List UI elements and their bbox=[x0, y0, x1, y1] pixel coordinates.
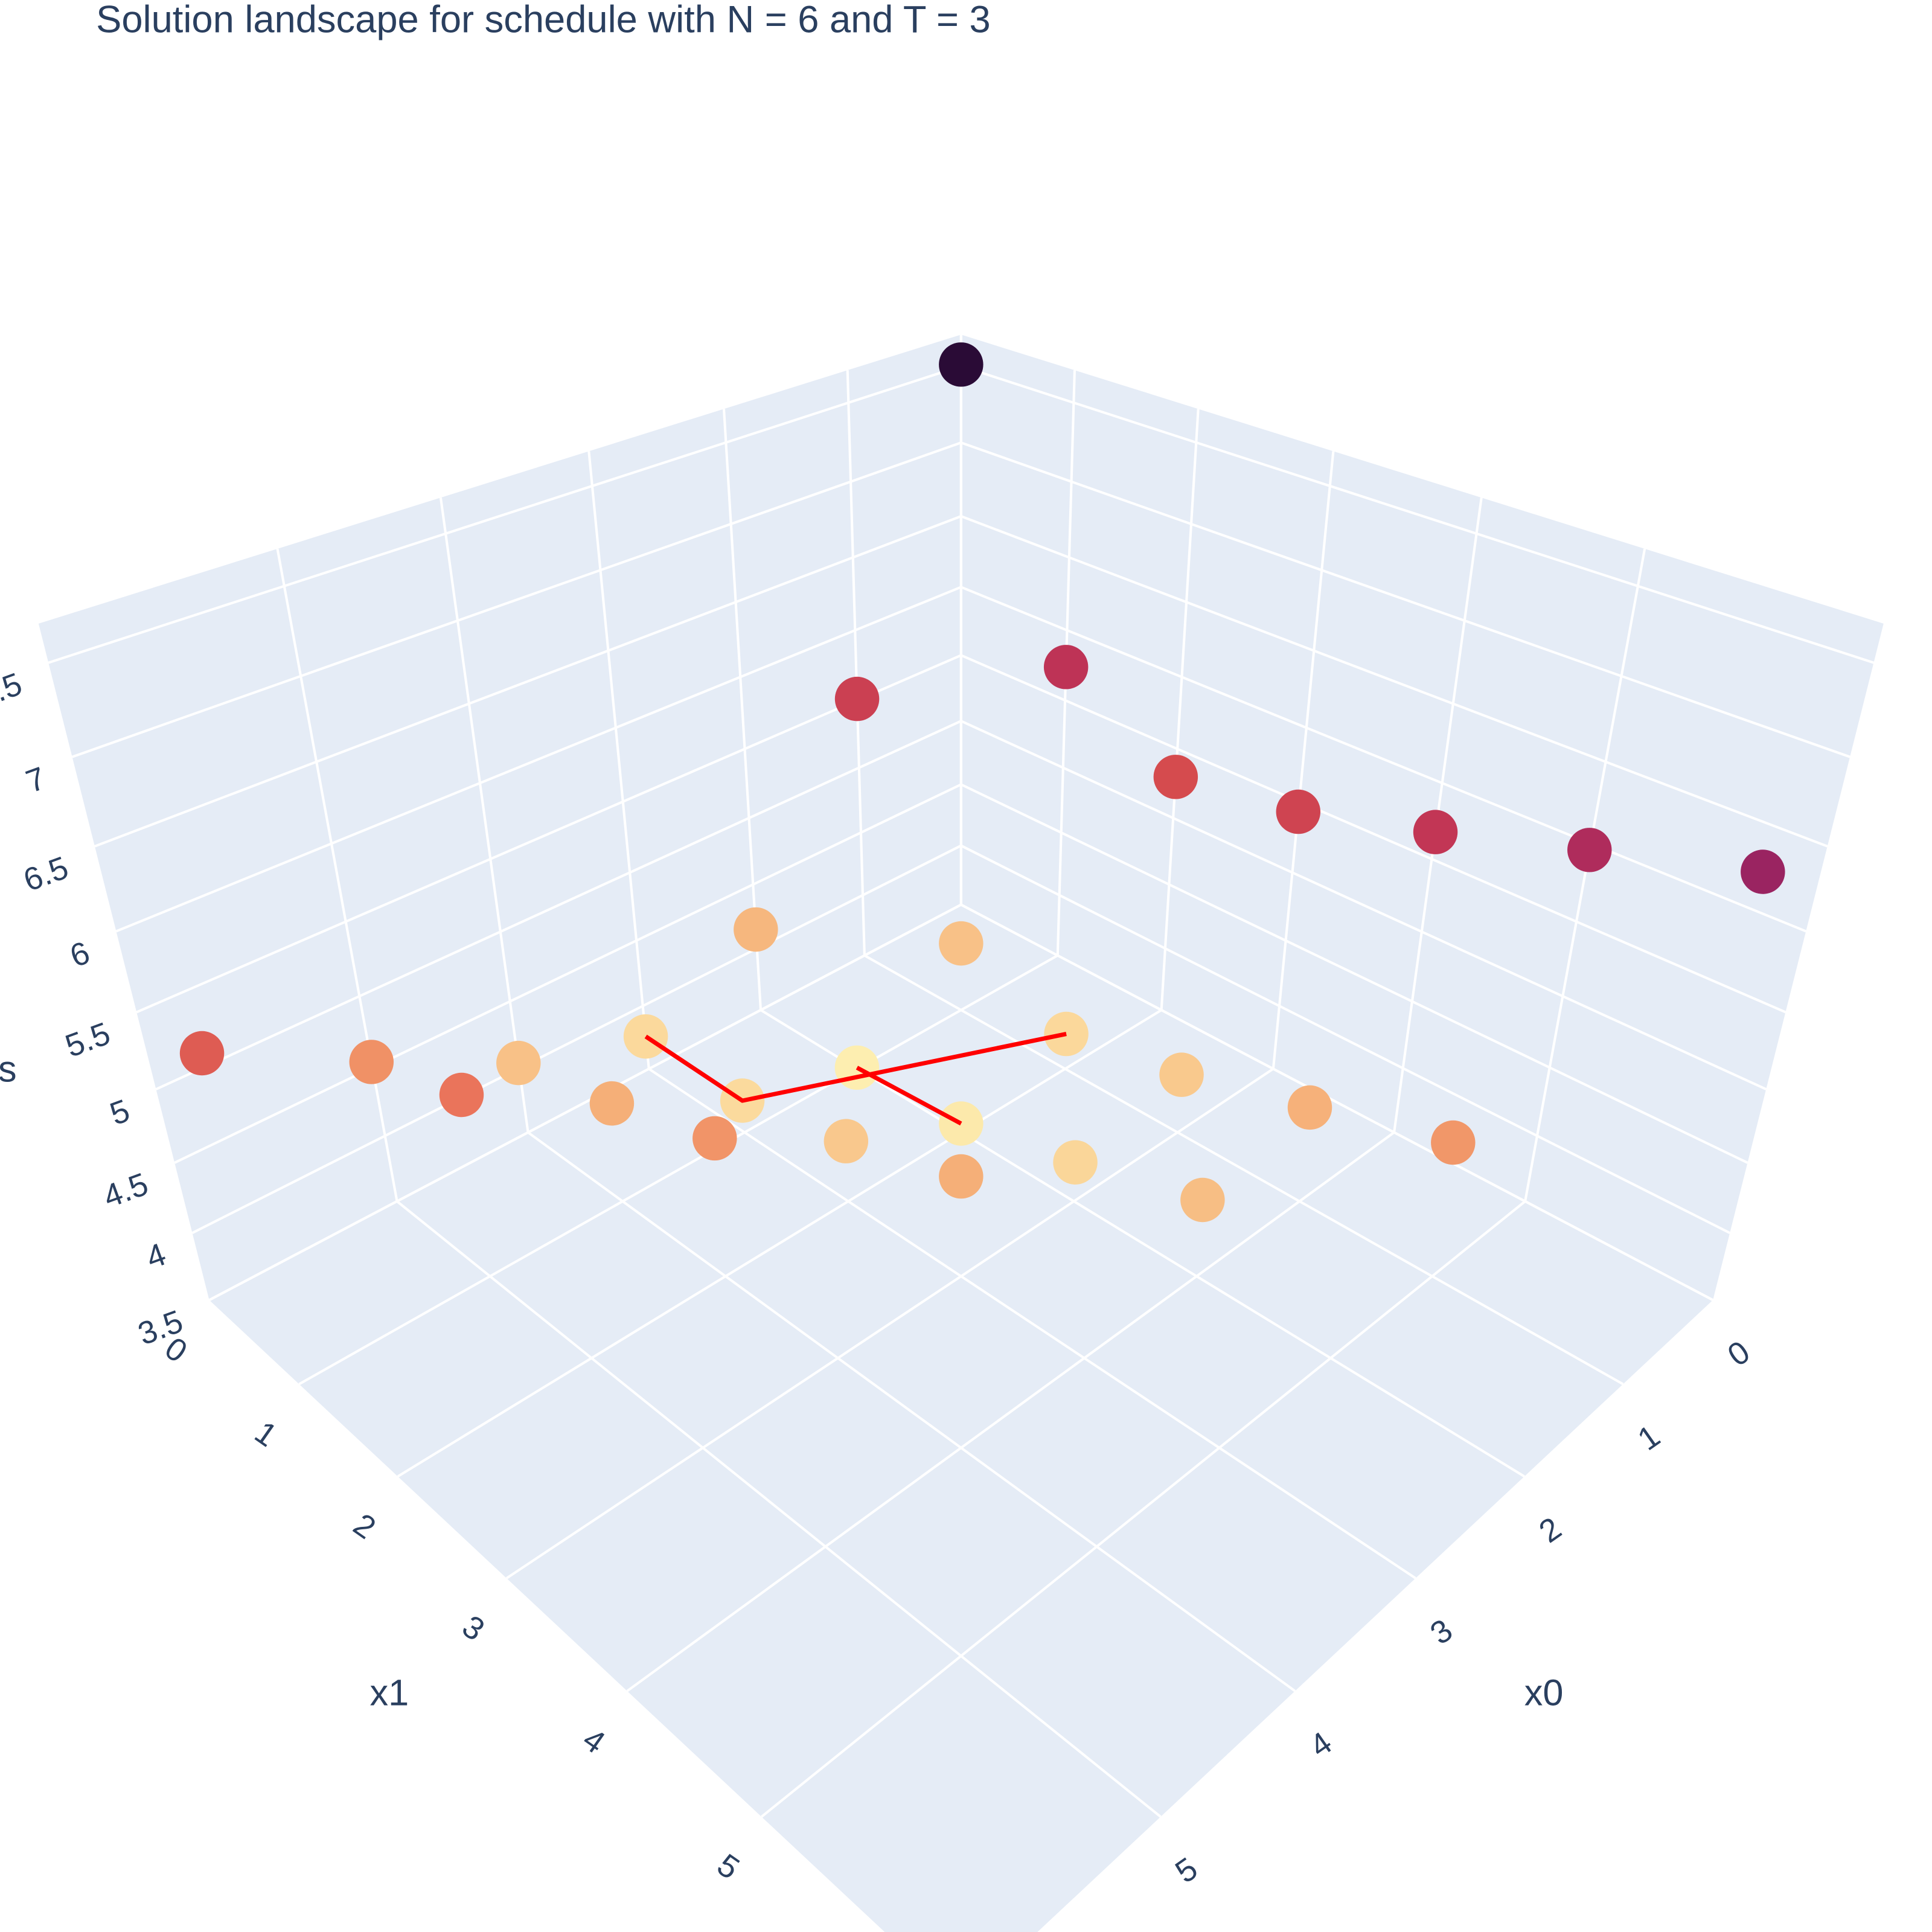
z-tick-label: 7.5 bbox=[0, 666, 27, 715]
x0-tick-label: 1 bbox=[1631, 1418, 1666, 1457]
x0-axis-title: x0 bbox=[1524, 1672, 1564, 1713]
x1-grid-line bbox=[1160, 409, 1200, 1011]
x0-grid-line bbox=[587, 451, 650, 1069]
x0-grid-line bbox=[863, 954, 1624, 1386]
x1-grid-line bbox=[397, 1009, 1162, 1478]
x0-grid-line bbox=[439, 497, 529, 1133]
z-tick-label: 6 bbox=[65, 935, 94, 974]
z-tick-label: 6.5 bbox=[19, 850, 72, 899]
data-point bbox=[623, 1014, 668, 1059]
x1-tick-label: 5 bbox=[711, 1847, 746, 1886]
data-point bbox=[1159, 1052, 1204, 1097]
z-grid-line bbox=[48, 365, 962, 664]
x0-grid-line bbox=[648, 1067, 1416, 1579]
x1-axis-title: x1 bbox=[370, 1672, 409, 1713]
data-point bbox=[1287, 1085, 1332, 1130]
data-point bbox=[834, 1045, 880, 1090]
x1-grid-line bbox=[298, 954, 1058, 1386]
chart-title: Solution landscape for schedule with N =… bbox=[96, 0, 991, 40]
x1-grid-line bbox=[1524, 548, 1646, 1202]
x0-tick-label: 0 bbox=[1721, 1334, 1756, 1374]
data-point bbox=[589, 1081, 635, 1126]
z-grid-line bbox=[961, 515, 1828, 848]
z-grid-line bbox=[71, 441, 962, 758]
x1-grid-line bbox=[626, 1131, 1395, 1692]
z-grid-line bbox=[961, 654, 1786, 1014]
z-axis-title: s bbox=[0, 1049, 17, 1090]
z-grid-line bbox=[208, 903, 962, 1302]
x1-tick-label: 2 bbox=[347, 1507, 382, 1546]
z-grid-line bbox=[960, 844, 1731, 1234]
data-point bbox=[349, 1040, 394, 1084]
x1-tick-label: 4 bbox=[577, 1721, 612, 1761]
z-tick-label: 5 bbox=[106, 1093, 135, 1133]
x1-tick-label: 3 bbox=[456, 1608, 491, 1648]
z-grid-line bbox=[94, 515, 962, 848]
x0-grid-line bbox=[760, 1009, 1525, 1478]
data-point bbox=[693, 1116, 737, 1161]
z-grid-line bbox=[961, 586, 1807, 933]
data-point bbox=[1153, 755, 1198, 799]
data-point bbox=[1053, 1140, 1098, 1185]
data-point bbox=[496, 1040, 541, 1086]
x0-grid-line bbox=[846, 370, 866, 956]
data-point bbox=[1413, 810, 1458, 854]
data-point bbox=[1567, 828, 1612, 872]
x1-grid-line bbox=[1271, 451, 1335, 1069]
data-point bbox=[1431, 1120, 1476, 1165]
data-point bbox=[179, 1031, 225, 1076]
z-tick-label: 7 bbox=[22, 760, 51, 800]
data-point bbox=[1180, 1177, 1225, 1223]
x0-grid-line bbox=[276, 548, 398, 1202]
z-grid-line bbox=[136, 654, 962, 1014]
data-point bbox=[734, 907, 778, 952]
data-point bbox=[1276, 789, 1321, 834]
grid-layer bbox=[48, 334, 1875, 1818]
data-point bbox=[834, 676, 880, 721]
floor-plane bbox=[209, 904, 1713, 1932]
x1-grid-line bbox=[761, 1200, 1526, 1818]
data-point bbox=[939, 921, 984, 966]
x0-tick-label: 3 bbox=[1424, 1612, 1459, 1651]
z-grid-line bbox=[191, 844, 962, 1234]
z-grid-line bbox=[960, 720, 1767, 1090]
z-grid-line bbox=[960, 783, 1748, 1164]
z-tick-label: 4.5 bbox=[99, 1166, 153, 1215]
z-grid-line bbox=[961, 365, 1875, 664]
z-grid-line bbox=[155, 720, 962, 1090]
x0-tick-label: 2 bbox=[1533, 1511, 1568, 1550]
x0-grid-line bbox=[527, 1131, 1296, 1692]
data-point bbox=[1043, 645, 1089, 689]
x0-tick-label: 4 bbox=[1303, 1725, 1339, 1764]
left-wall-plane bbox=[38, 334, 961, 1300]
data-point bbox=[939, 1154, 984, 1199]
z-grid-line bbox=[960, 903, 1714, 1302]
z-grid-line bbox=[174, 783, 962, 1164]
z-grid-line bbox=[961, 441, 1850, 758]
x1-tick-label: 1 bbox=[248, 1415, 283, 1454]
data-point bbox=[1741, 849, 1785, 894]
z-tick-label: 4 bbox=[142, 1236, 171, 1276]
z-grid-line bbox=[115, 586, 962, 933]
x0-grid-line bbox=[396, 1200, 1162, 1818]
x1-grid-line bbox=[505, 1067, 1275, 1579]
data-point bbox=[939, 342, 984, 387]
lines-layer bbox=[644, 1031, 1067, 1126]
data-point bbox=[824, 1119, 869, 1163]
x0-tick-label: 5 bbox=[1169, 1850, 1204, 1890]
path-line bbox=[644, 1031, 1067, 1126]
data-point bbox=[439, 1072, 484, 1118]
marks-layer bbox=[179, 342, 1785, 1223]
z-tick-label: 5.5 bbox=[61, 1016, 115, 1064]
